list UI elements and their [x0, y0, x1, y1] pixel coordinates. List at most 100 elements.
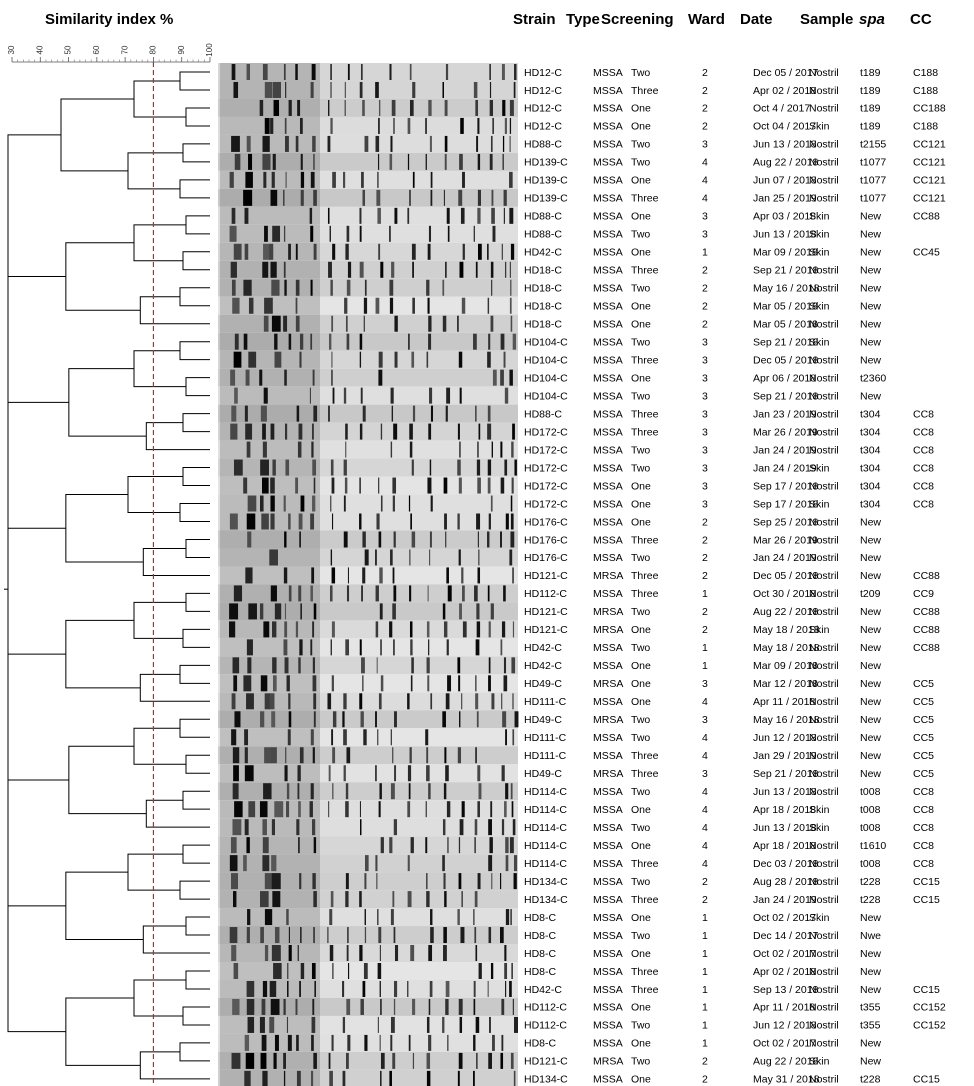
- gel-band: [502, 99, 506, 116]
- gel-lane: [218, 116, 518, 135]
- gel-band: [491, 207, 495, 224]
- table-cell: Nostril: [809, 534, 839, 546]
- table-cell: 2: [702, 516, 708, 528]
- gel-band: [462, 171, 465, 188]
- gel-band: [347, 927, 349, 944]
- gel-band: [284, 657, 289, 674]
- gel-band: [330, 64, 332, 80]
- table-cell: CC8: [913, 480, 934, 492]
- gel-band: [393, 819, 398, 836]
- gel-band: [364, 873, 367, 890]
- table-cell: HD134-C: [524, 894, 568, 906]
- gel-band: [272, 657, 277, 674]
- gel-band: [412, 171, 415, 188]
- table-cell: CC8: [913, 498, 934, 510]
- table-cell: MRSA: [593, 1056, 623, 1068]
- table-cell: Nostril: [809, 372, 839, 384]
- gel-band: [329, 909, 333, 926]
- table-cell: Two: [631, 462, 650, 474]
- gel-band: [407, 765, 412, 782]
- gel-band: [462, 621, 467, 638]
- table-cell: 4: [702, 696, 708, 708]
- gel-band: [492, 225, 496, 242]
- gel-band: [487, 423, 492, 440]
- gel-band: [426, 279, 430, 296]
- table-cell: CC8: [913, 462, 934, 474]
- gel-smear: [220, 458, 320, 477]
- gel-band: [379, 1034, 381, 1051]
- column-header: Screening: [601, 11, 674, 28]
- gel-band: [328, 1052, 331, 1069]
- gel-band: [445, 980, 450, 997]
- gel-band: [286, 909, 289, 926]
- gel-band: [330, 117, 333, 134]
- gel-band: [504, 261, 507, 278]
- gel-band: [295, 64, 298, 80]
- gel-band: [501, 1034, 504, 1051]
- gel-band: [347, 64, 350, 80]
- gel-band: [332, 783, 334, 800]
- gel-band: [487, 405, 491, 422]
- table-cell: MSSA: [593, 732, 623, 744]
- gel-band: [343, 765, 346, 782]
- table-cell: HD139-C: [524, 157, 568, 169]
- gel-band: [313, 477, 316, 494]
- gel-band: [363, 729, 367, 746]
- gel-band: [359, 639, 362, 656]
- gel-band: [428, 783, 431, 800]
- table-cell: 2: [702, 283, 708, 295]
- gel-band: [313, 891, 317, 908]
- gel-band: [375, 585, 379, 602]
- table-cell: New: [860, 912, 881, 924]
- gel-lane: [218, 224, 518, 243]
- table-cell: Jun 13 / 2018: [753, 139, 817, 151]
- table-cell: New: [860, 732, 881, 744]
- gel-band: [491, 279, 493, 296]
- gel-band: [394, 980, 398, 997]
- table-cell: MSSA: [593, 211, 623, 223]
- gel-lane: [218, 566, 518, 585]
- table-cell: t1077: [860, 157, 886, 169]
- gel-smear: [220, 944, 320, 963]
- gel-band: [332, 171, 336, 188]
- gel-band: [502, 153, 504, 170]
- gel-band: [288, 585, 292, 602]
- gel-band: [500, 333, 505, 350]
- gel-band: [509, 369, 513, 386]
- table-cell: HD8-C: [524, 966, 557, 978]
- table-cell: HD88-C: [524, 229, 562, 241]
- table-cell: Jun 13 / 2018: [753, 786, 817, 798]
- gel-band: [502, 135, 505, 152]
- gel-band: [503, 351, 506, 368]
- gel-band: [445, 261, 447, 278]
- gel-band: [244, 729, 249, 746]
- dendrogram-branch: [182, 628, 210, 648]
- table-cell: HD12-C: [524, 121, 562, 133]
- table-cell: MSSA: [593, 85, 623, 97]
- table-cell: HD176-C: [524, 516, 568, 528]
- gel-lane: [218, 764, 518, 783]
- table-cell: Nostril: [809, 606, 839, 618]
- gel-band: [491, 441, 493, 458]
- gel-band: [362, 189, 366, 206]
- table-cell: New: [860, 714, 881, 726]
- table-cell: HD172-C: [524, 498, 568, 510]
- gel-band: [505, 783, 509, 800]
- gel-band: [429, 531, 432, 548]
- table-cell: 2: [702, 606, 708, 618]
- gel-band: [287, 963, 289, 979]
- gel-band: [331, 351, 333, 368]
- gel-band: [389, 64, 392, 80]
- gel-band: [359, 81, 363, 98]
- gel-band: [272, 891, 281, 908]
- table-cell: Nostril: [809, 660, 839, 672]
- gel-band: [346, 945, 349, 962]
- gel-band: [427, 477, 432, 494]
- gel-band: [271, 315, 281, 332]
- gel-band: [490, 315, 494, 332]
- table-cell: MSSA: [593, 1038, 623, 1050]
- table-cell: HD111-C: [524, 696, 567, 708]
- table-cell: Apr 02 / 2018: [753, 966, 816, 978]
- dendrogram-branch: [7, 401, 69, 529]
- table-cell: 1: [702, 966, 708, 978]
